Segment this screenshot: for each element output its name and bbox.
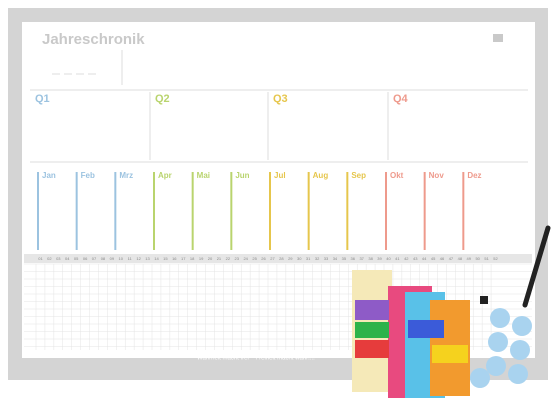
week-label: 34 — [333, 256, 338, 261]
week-label: 43 — [413, 256, 418, 261]
week-label: 39 — [377, 256, 382, 261]
month-label: Jul — [274, 171, 286, 180]
sticker-row — [355, 300, 389, 320]
month-label: Mai — [197, 171, 210, 180]
week-label: 08 — [101, 256, 106, 261]
week-label: 41 — [395, 256, 400, 261]
magnet — [480, 296, 488, 304]
quarter-label: Q3 — [273, 93, 288, 105]
month-label: Dez — [467, 171, 481, 180]
week-label: 49 — [467, 256, 472, 261]
week-label: 24 — [243, 256, 248, 261]
week-label: 14 — [154, 256, 159, 261]
quarter-label: Q1 — [35, 93, 50, 105]
month-label: Okt — [390, 171, 404, 180]
week-label: 23 — [235, 256, 240, 261]
week-label: 15 — [163, 256, 168, 261]
month-label: Jun — [235, 171, 249, 180]
week-label: 45 — [431, 256, 436, 261]
week-label: 13 — [145, 256, 150, 261]
week-label: 02 — [47, 256, 52, 261]
week-label: 19 — [199, 256, 204, 261]
week-label: 36 — [351, 256, 356, 261]
week-label: 09 — [110, 256, 115, 261]
round-sticker — [490, 308, 510, 328]
week-label: 50 — [475, 256, 480, 261]
week-label: 44 — [422, 256, 427, 261]
week-label: 20 — [208, 256, 213, 261]
week-label: 48 — [458, 256, 463, 261]
week-label: 40 — [386, 256, 391, 261]
week-label: 42 — [404, 256, 409, 261]
week-label: 06 — [83, 256, 88, 261]
week-label: 05 — [74, 256, 79, 261]
week-label: 21 — [217, 256, 222, 261]
week-label: 16 — [172, 256, 177, 261]
week-label: 52 — [493, 256, 498, 261]
week-label: 38 — [368, 256, 373, 261]
month-label: Aug — [313, 171, 329, 180]
marker-pen — [522, 225, 551, 308]
week-label: 47 — [449, 256, 454, 261]
week-label: 11 — [128, 256, 133, 261]
month-label: Jan — [42, 171, 56, 180]
round-sticker — [470, 368, 490, 388]
week-label: 33 — [324, 256, 329, 261]
week-label: 04 — [65, 256, 70, 261]
week-label: 46 — [440, 256, 445, 261]
week-label: 29 — [288, 256, 293, 261]
month-label: Apr — [158, 171, 172, 180]
logo — [493, 34, 503, 42]
week-label: 12 — [136, 256, 141, 261]
week-label: 30 — [297, 256, 302, 261]
round-sticker — [512, 316, 532, 336]
week-label: 35 — [342, 256, 347, 261]
week-label: 28 — [279, 256, 284, 261]
footer-text: Wahrheit macht frei – Freiheit macht wah… — [197, 356, 315, 362]
week-label: 31 — [306, 256, 311, 261]
week-label: 25 — [252, 256, 257, 261]
month-label: Sep — [351, 171, 366, 180]
week-label: 22 — [226, 256, 231, 261]
sticker-row — [408, 320, 444, 338]
week-label: 27 — [270, 256, 275, 261]
round-sticker — [486, 356, 506, 376]
sticker-row — [432, 345, 468, 363]
week-label: 32 — [315, 256, 320, 261]
week-label: 03 — [56, 256, 61, 261]
week-label: 17 — [181, 256, 186, 261]
round-stickers — [470, 308, 532, 388]
quarter-label: Q4 — [393, 93, 409, 105]
week-label: 10 — [119, 256, 124, 261]
round-sticker — [508, 364, 528, 384]
quarter-label: Q2 — [155, 93, 170, 105]
sticker-sheets — [352, 270, 470, 398]
week-strip — [24, 254, 532, 263]
week-label: 51 — [484, 256, 489, 261]
week-label: 37 — [359, 256, 364, 261]
week-label: 01 — [38, 256, 43, 261]
month-label: Nov — [429, 171, 445, 180]
round-sticker — [488, 332, 508, 352]
sticker-row — [355, 322, 389, 338]
sticker-row — [355, 340, 389, 358]
week-label: 07 — [92, 256, 97, 261]
week-label: 18 — [190, 256, 195, 261]
month-label: Feb — [81, 171, 95, 180]
round-sticker — [510, 340, 530, 360]
month-label: Mrz — [119, 171, 133, 180]
week-label: 26 — [261, 256, 266, 261]
title: Jahreschronik — [42, 31, 145, 48]
